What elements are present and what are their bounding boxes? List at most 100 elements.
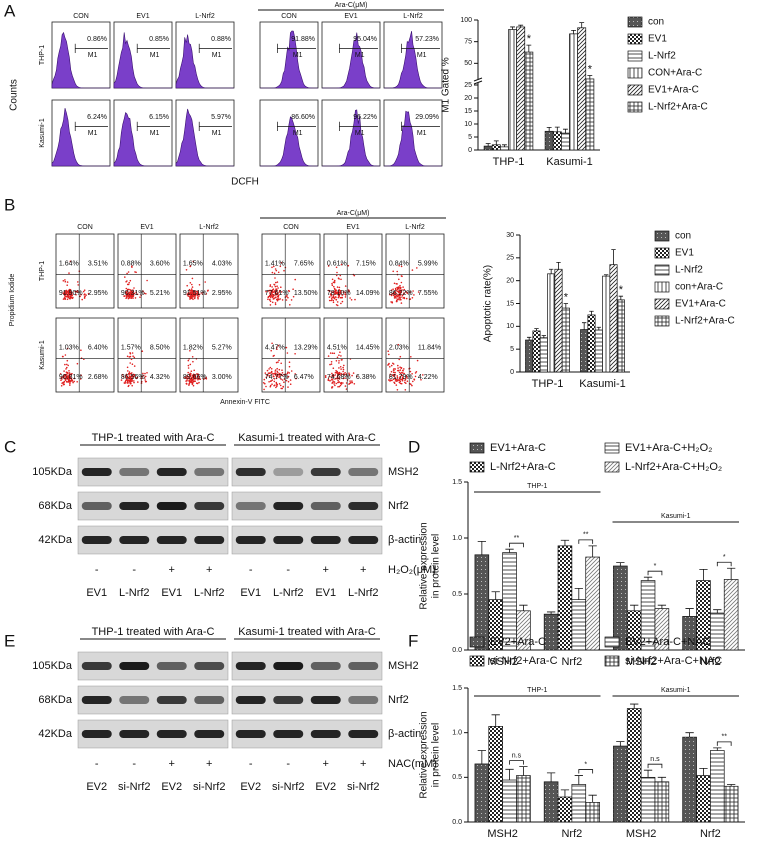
error-bar bbox=[491, 591, 500, 600]
scatter-dot bbox=[339, 366, 342, 368]
legend-label: EV1+Ara-C bbox=[648, 85, 699, 96]
bar bbox=[488, 726, 503, 823]
y-tick-label: 0 bbox=[510, 369, 514, 376]
scatter-dot bbox=[266, 374, 268, 377]
scatter-dot bbox=[333, 287, 336, 290]
scatter-dot bbox=[194, 374, 197, 377]
blot-band bbox=[273, 696, 304, 704]
scatter-dot bbox=[127, 294, 129, 297]
scatter-dot bbox=[125, 379, 127, 382]
bar bbox=[539, 337, 548, 373]
lane-label: si-Nrf2 bbox=[118, 781, 150, 793]
blot-band bbox=[194, 696, 225, 704]
bar bbox=[640, 776, 656, 823]
quadrant-percent: 2.68% bbox=[88, 374, 108, 381]
scatter-dot bbox=[395, 290, 398, 292]
error-bar bbox=[726, 784, 736, 787]
scatter-dot bbox=[126, 272, 128, 275]
legend-swatch bbox=[654, 315, 670, 327]
scatter-dot bbox=[276, 374, 279, 376]
scatter-dot bbox=[81, 298, 83, 301]
scatter-dot bbox=[127, 271, 130, 273]
y-tick-label: 15 bbox=[506, 300, 514, 307]
scatter-dot bbox=[67, 378, 70, 381]
scatter-dot bbox=[396, 375, 399, 377]
error-bar bbox=[519, 604, 528, 611]
scatter-dot bbox=[198, 293, 201, 296]
scatter-dot bbox=[389, 379, 391, 381]
scatter-dot bbox=[340, 368, 342, 370]
scatter-dot bbox=[143, 377, 146, 379]
scatter-dot bbox=[83, 289, 86, 292]
scatter-dot bbox=[191, 283, 193, 286]
scatter-dot bbox=[133, 365, 136, 367]
y-tick-label: 25 bbox=[506, 255, 514, 262]
scatter-dot bbox=[197, 298, 199, 300]
blot-band bbox=[348, 536, 379, 544]
y-tick-label: 0 bbox=[468, 147, 472, 154]
significance: ** bbox=[721, 734, 727, 741]
scatter-dot bbox=[65, 295, 67, 298]
histogram bbox=[51, 108, 110, 167]
scatter-dot bbox=[63, 376, 65, 379]
scatter-dot bbox=[64, 363, 66, 366]
legend-swatch bbox=[654, 230, 670, 242]
scatter-dot bbox=[275, 288, 277, 290]
error-bar bbox=[477, 540, 487, 555]
scatter-dot bbox=[126, 288, 129, 291]
y-tick-label: 1.0 bbox=[452, 535, 462, 542]
scatter-dot bbox=[399, 382, 402, 385]
scatter-dot bbox=[193, 377, 195, 379]
scatter-dot bbox=[192, 381, 195, 383]
gate-percent: 29.09% bbox=[415, 114, 439, 121]
group-label: THP-1 bbox=[527, 483, 547, 490]
scatter-dot bbox=[204, 281, 206, 283]
error-bar bbox=[526, 336, 532, 341]
scatter-dot bbox=[277, 287, 279, 289]
scatter-dot bbox=[279, 265, 282, 268]
blot-band bbox=[310, 536, 341, 544]
scatter-dot bbox=[286, 376, 289, 378]
scatter-dot bbox=[205, 377, 207, 380]
scatter-dot bbox=[189, 297, 192, 300]
scatter-dot bbox=[126, 366, 129, 369]
scatter-dot bbox=[63, 297, 66, 300]
scatter-dot bbox=[68, 294, 70, 296]
y-tick-label: 15 bbox=[464, 108, 472, 115]
blot-band bbox=[348, 662, 379, 670]
scatter-dot bbox=[329, 380, 331, 382]
scatter-dot bbox=[137, 381, 139, 383]
scatter-dot bbox=[339, 292, 342, 295]
scatter-dot bbox=[191, 379, 194, 382]
scatter-dot bbox=[388, 353, 390, 356]
scatter-dot bbox=[63, 370, 65, 372]
scatter-dot bbox=[400, 275, 403, 277]
scatter-dot bbox=[61, 382, 63, 385]
histogram bbox=[322, 109, 380, 167]
legend-label: L-Nrf2+Ara-C+H₂O₂ bbox=[625, 461, 722, 473]
scatter-dot bbox=[340, 278, 342, 281]
scatter-dot bbox=[353, 383, 356, 385]
error-bar bbox=[560, 789, 570, 797]
scatter-dot bbox=[275, 386, 277, 389]
column-label: L-Nrf2 bbox=[195, 13, 215, 20]
scatter-dot bbox=[193, 369, 195, 372]
y-tick-label: 0.0 bbox=[452, 819, 462, 826]
treatment-sign: + bbox=[169, 564, 175, 576]
scatter-dot bbox=[330, 297, 333, 300]
scatter-dot bbox=[198, 295, 200, 297]
scatter-dot bbox=[263, 388, 265, 391]
scatter-dot bbox=[401, 371, 403, 374]
scatter-dot bbox=[71, 372, 73, 375]
scatter-dot bbox=[399, 355, 402, 358]
scatter-dot bbox=[87, 292, 90, 295]
scatter-dot bbox=[332, 367, 335, 370]
lane-label: EV1 bbox=[86, 587, 107, 599]
bar bbox=[502, 779, 517, 823]
scatter-dot bbox=[192, 260, 195, 263]
scatter-dot bbox=[271, 271, 274, 274]
scatter-dot bbox=[67, 296, 70, 299]
scatter-dot bbox=[265, 376, 268, 379]
blot-band bbox=[81, 536, 112, 544]
bar bbox=[544, 130, 554, 151]
